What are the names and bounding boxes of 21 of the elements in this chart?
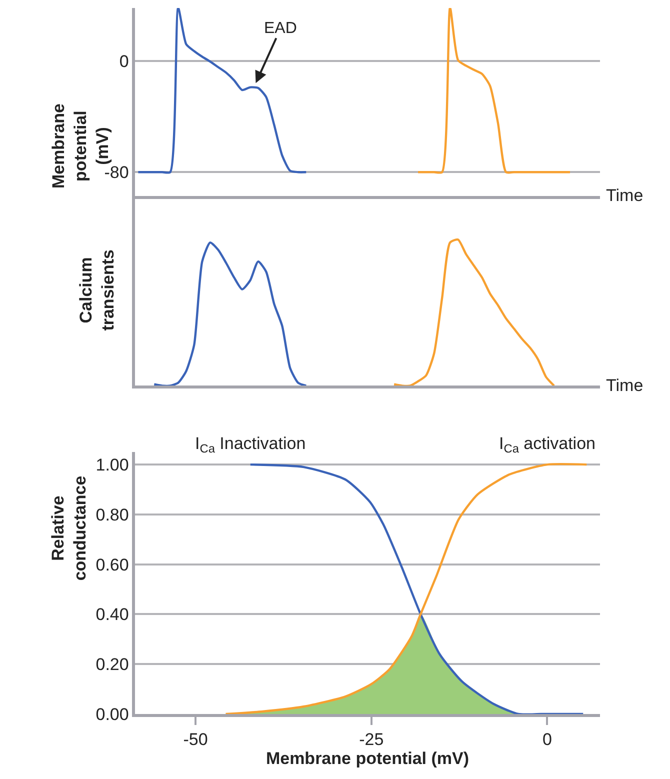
y-tick-label: 0.80 bbox=[96, 505, 129, 524]
y-tick-label: 0.60 bbox=[96, 555, 129, 574]
series-label: I$_{Ca}$ activation bbox=[499, 434, 596, 456]
x-axis-title: Time bbox=[606, 186, 644, 205]
series-label: I$_{Ca}$ Inactivation bbox=[195, 434, 306, 456]
y-tick-label: 0.00 bbox=[96, 704, 129, 724]
y-tick-label: 0 bbox=[119, 52, 129, 71]
x-tick-label: 0 bbox=[542, 730, 552, 750]
x-tick-label: -25 bbox=[359, 730, 384, 750]
y-axis-title: Relative conductance bbox=[48, 476, 90, 581]
y-axis-title: Calcium transients bbox=[76, 250, 118, 331]
y-tick-label: 0.40 bbox=[96, 605, 129, 624]
annotation: EAD bbox=[264, 20, 297, 37]
x-axis-title: Membrane potential (mV) bbox=[266, 749, 470, 768]
y-tick-label: -80 bbox=[104, 163, 129, 182]
line-series bbox=[416, 8, 572, 174]
x-tick-label: -50 bbox=[183, 730, 208, 750]
y-tick-label: 1.00 bbox=[96, 455, 129, 474]
y-tick-label: 0.20 bbox=[96, 655, 129, 674]
x-axis-title: Time bbox=[606, 376, 644, 395]
line-series bbox=[137, 8, 308, 174]
